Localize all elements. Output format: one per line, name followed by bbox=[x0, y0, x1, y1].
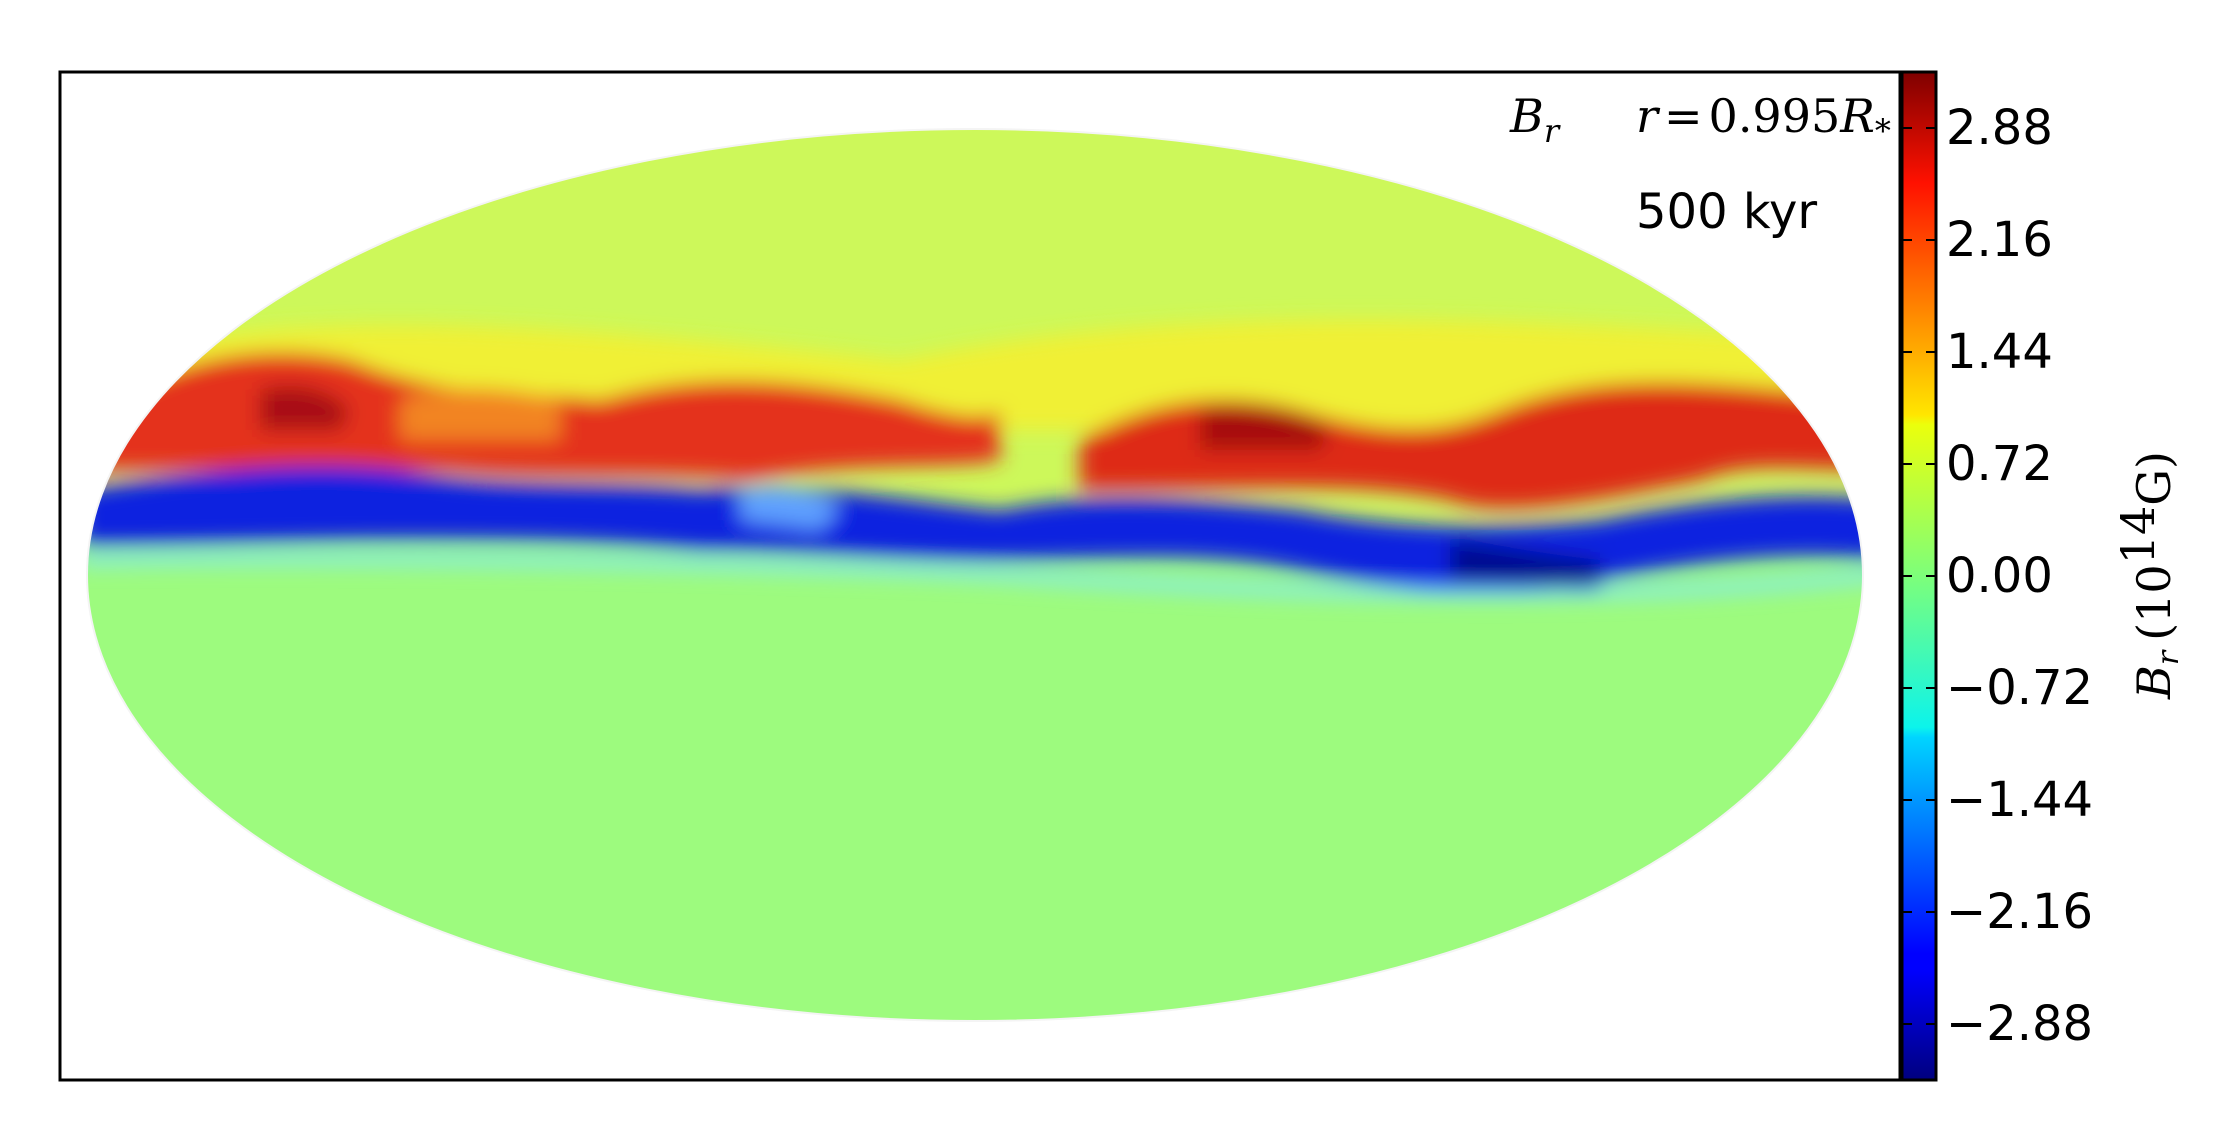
colorbar-tick-label: −0.72 bbox=[1946, 660, 2093, 716]
colorbar-tick-label: −2.16 bbox=[1946, 884, 2093, 940]
map-outline bbox=[86, 128, 1864, 1022]
dark-red-core bbox=[260, 386, 350, 430]
colorbar-tick-label: −1.44 bbox=[1946, 772, 2093, 828]
colorbar-tick-label: −2.88 bbox=[1946, 996, 2093, 1052]
radius-value: 0.995 bbox=[1709, 89, 1841, 143]
cyan-fringe bbox=[87, 553, 1863, 599]
radius-eq: = bbox=[1664, 89, 1703, 143]
colorbar-label-base: (10 bbox=[2127, 564, 2181, 640]
radius-sub: * bbox=[1875, 112, 1891, 150]
colorbar-tick-label: 0.00 bbox=[1946, 548, 2053, 604]
plot-frame bbox=[58, 70, 1902, 1082]
colorbar: 2.88 2.16 1.44 0.72 0.00 −0.72 −1.44 −2.16 −2.88 bbox=[1900, 70, 2093, 1082]
radius-lhs: r bbox=[1636, 89, 1661, 143]
quantity-sub: r bbox=[1544, 112, 1561, 150]
orange-core bbox=[400, 388, 560, 440]
colorbar-tick-label: 2.88 bbox=[1946, 100, 2053, 156]
time-annotation: 500 kyr bbox=[1636, 184, 1817, 240]
quantity-annotation: Br bbox=[1509, 89, 1561, 150]
colorbar-tick-label: 2.16 bbox=[1946, 212, 2053, 268]
radius-symbol: R bbox=[1839, 89, 1875, 143]
colorbar-label-sub: r bbox=[2151, 649, 2186, 665]
colorbar-label-suffix: G) bbox=[2127, 451, 2181, 506]
dark-red-core-east bbox=[1200, 406, 1330, 450]
colorbar-tick-label: 0.72 bbox=[1946, 436, 2053, 492]
dark-blue-core bbox=[1450, 540, 1600, 590]
svg-text:Br(1014G): Br (1014G) bbox=[2111, 451, 2186, 700]
colorbar-ticks: 2.88 2.16 1.44 0.72 0.00 −0.72 −1.44 −2.16 −2.88 bbox=[1902, 100, 2093, 1052]
colorbar-label: Br (1014G) bbox=[2111, 451, 2186, 700]
colorbar-label-symbol: B bbox=[2127, 665, 2181, 700]
quantity-symbol: B bbox=[1509, 89, 1544, 143]
svg-text:Br: Br bbox=[1509, 89, 1561, 150]
colorbar-label-exp: 14 bbox=[2111, 506, 2165, 565]
svg-text:r=0.995R*: r = 0.995R* bbox=[1636, 89, 1891, 150]
light-blue-patch bbox=[740, 486, 840, 530]
radius-annotation: r = 0.995R* bbox=[1636, 89, 1891, 150]
colorbar-tick-label: 1.44 bbox=[1946, 324, 2053, 380]
negative-field-band bbox=[87, 466, 1863, 591]
